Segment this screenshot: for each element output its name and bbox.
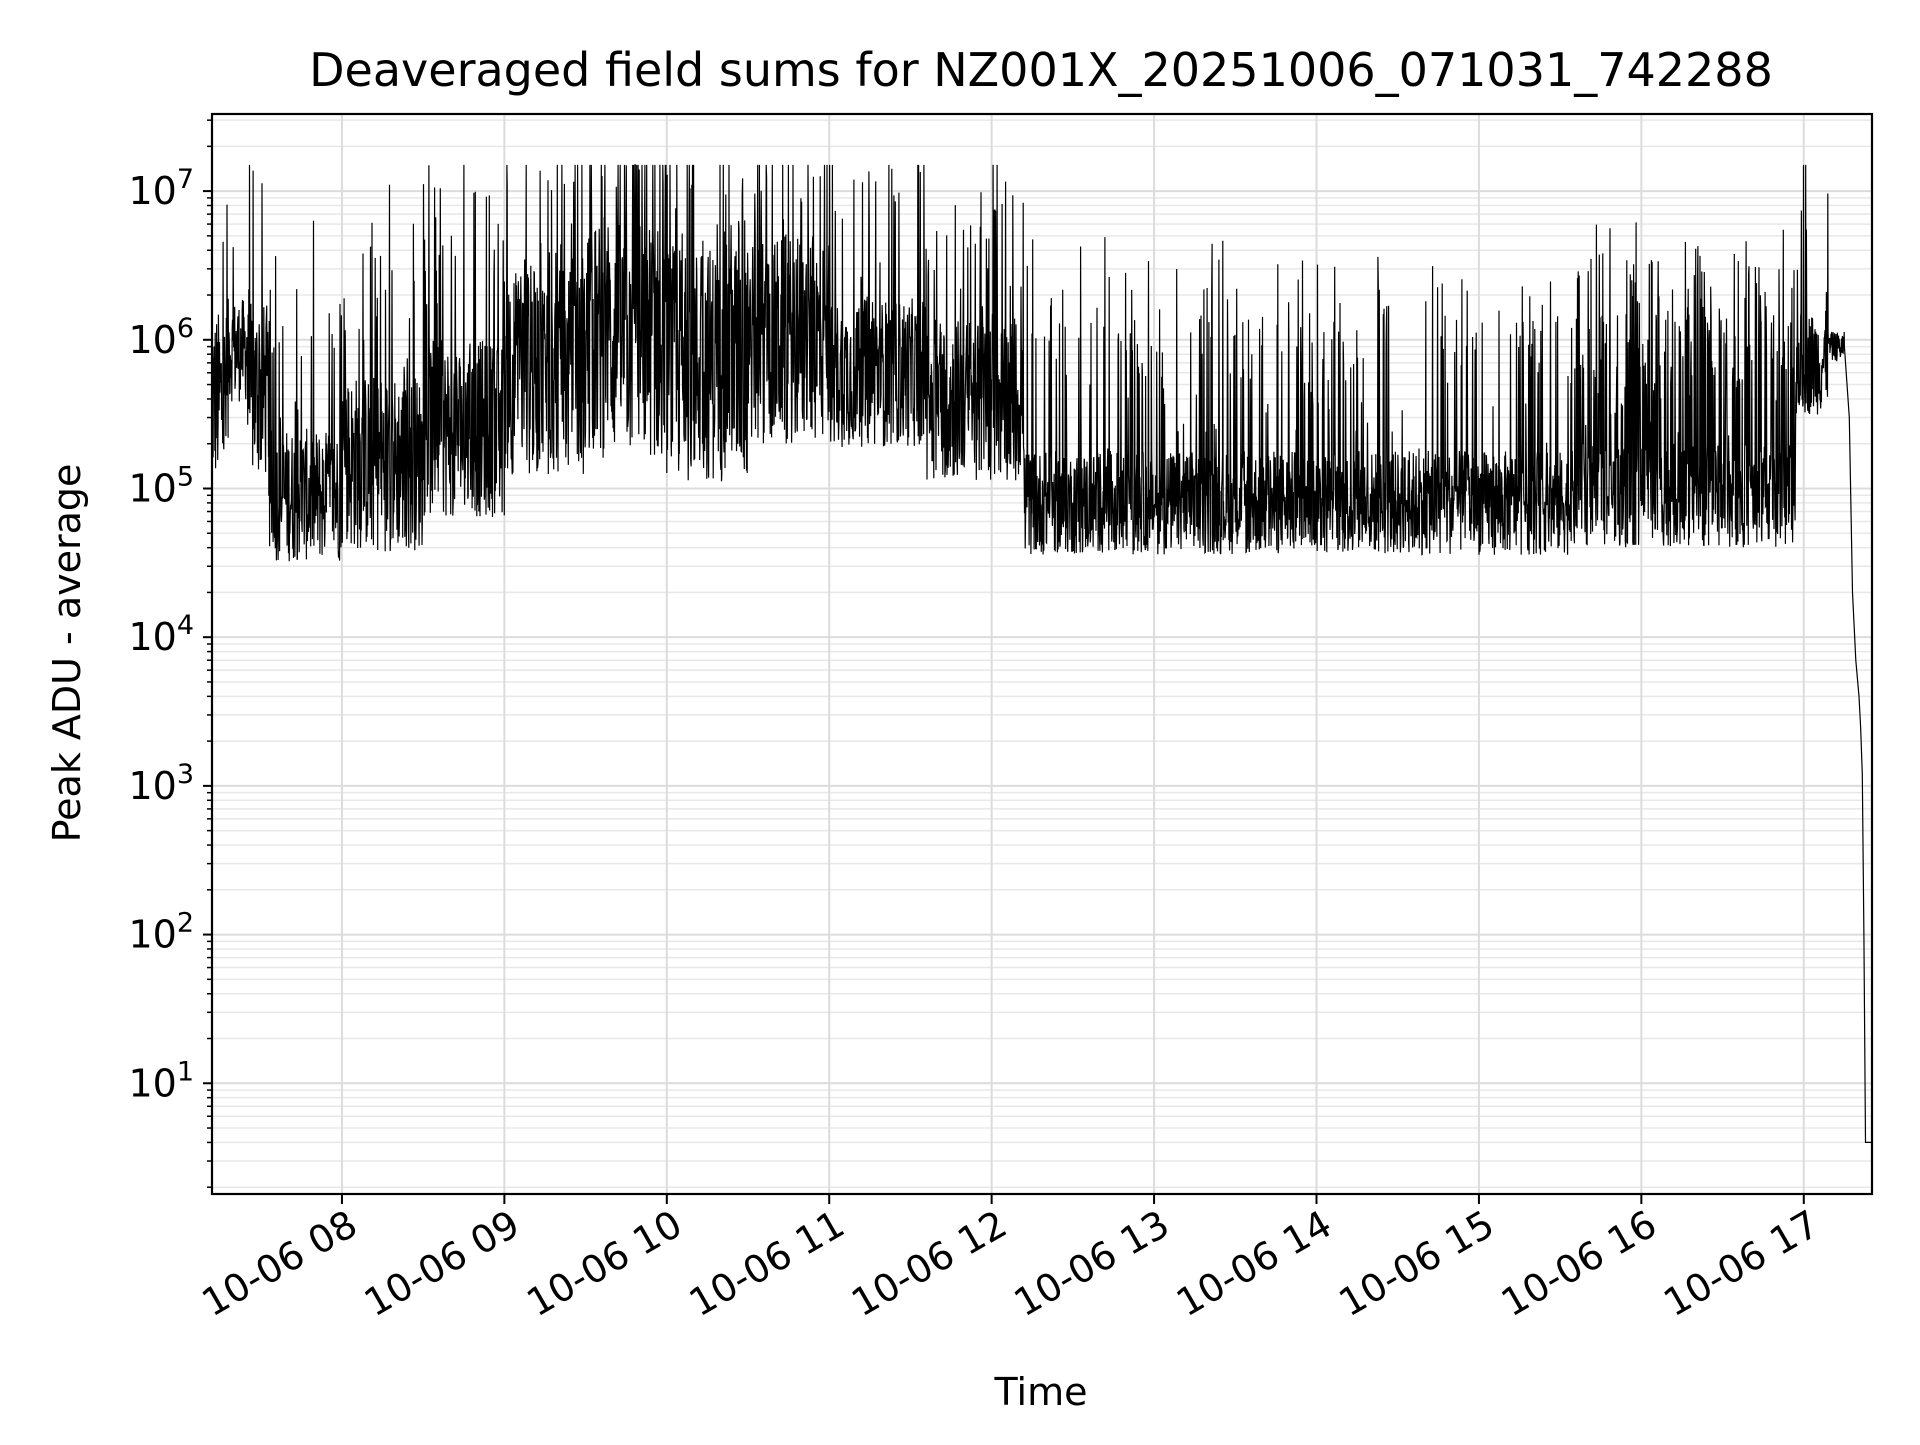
plot-frame xyxy=(210,112,1874,1196)
x-axis-title: Time xyxy=(994,1370,1088,1414)
y-axis-title: Peak ADU - average xyxy=(45,464,89,843)
chart-title: Deaveraged field sums for NZ001X_2025100… xyxy=(309,43,1773,97)
series-layer xyxy=(212,164,1872,1143)
y-tick-label: 104 xyxy=(128,610,194,659)
y-tick-label: 101 xyxy=(128,1056,194,1105)
y-tick-label: 105 xyxy=(128,461,194,510)
y-tick-label: 107 xyxy=(128,164,194,213)
y-tick-label: 102 xyxy=(128,908,194,957)
y-tick-labels: 101 102 103 104 105 106 107 xyxy=(128,164,194,1105)
y-tick-label: 106 xyxy=(128,313,194,362)
y-tick-label: 103 xyxy=(128,759,194,808)
series-line xyxy=(212,164,1872,1143)
axis-ticks xyxy=(203,119,1805,1204)
